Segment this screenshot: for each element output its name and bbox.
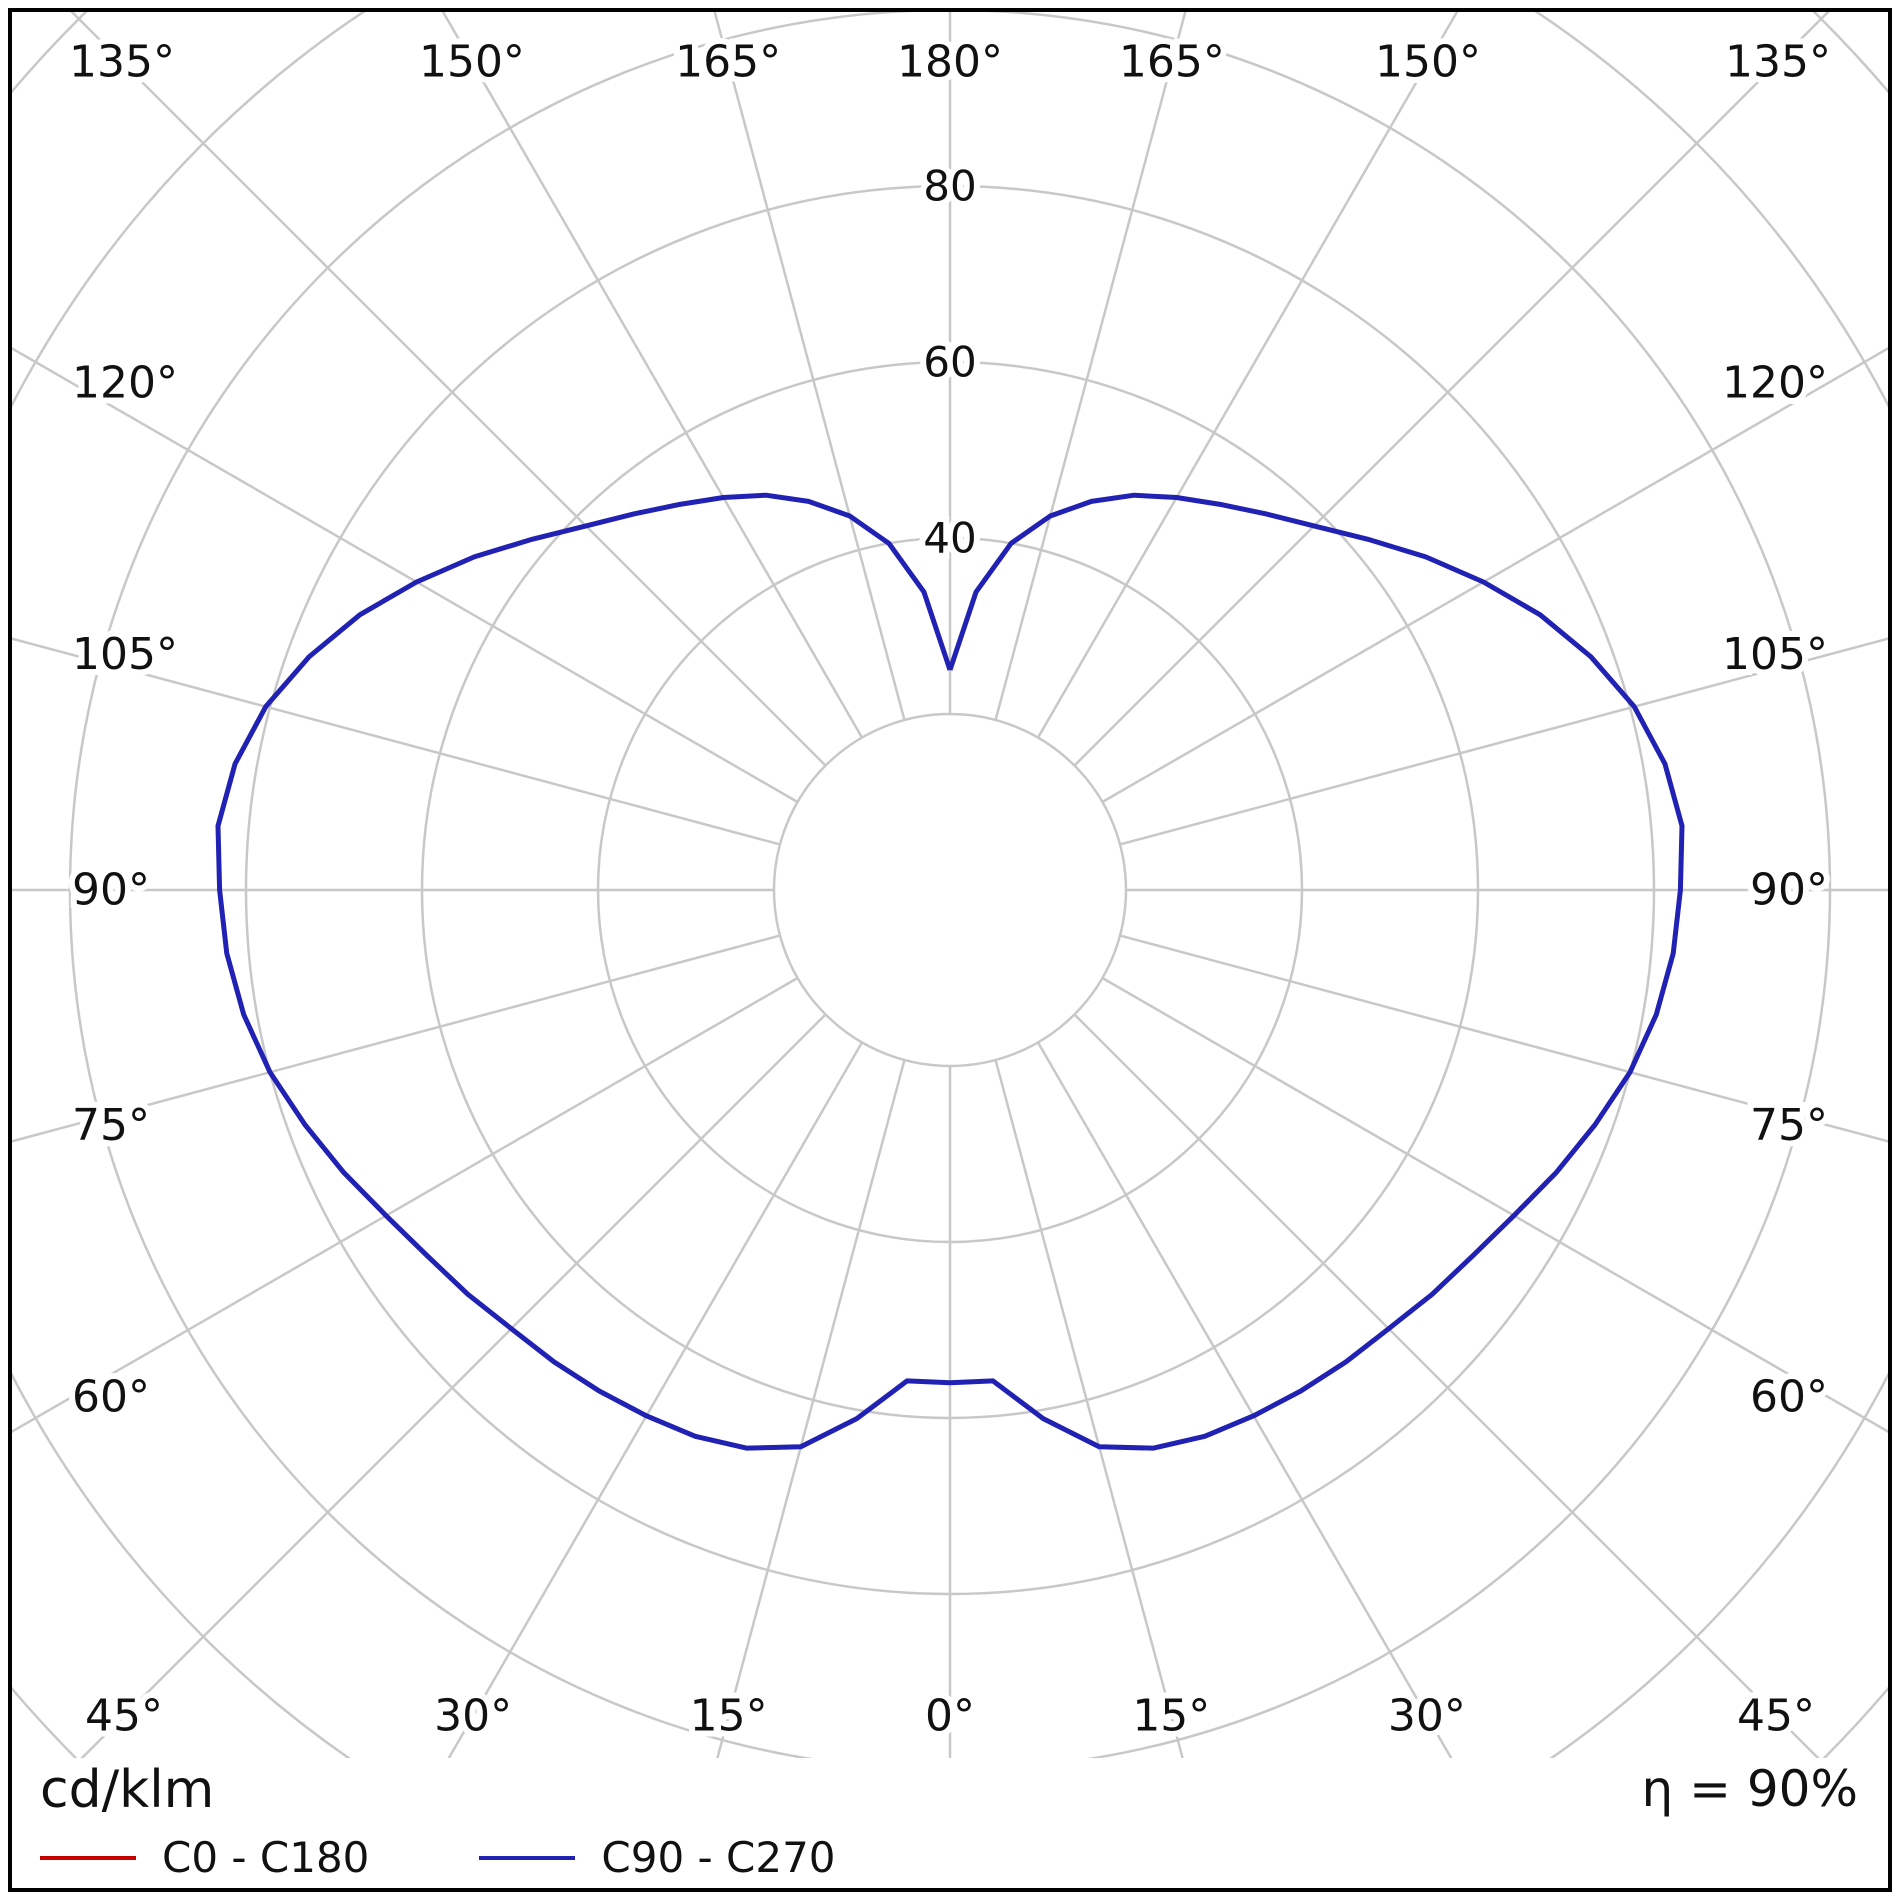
grid-spoke <box>1036 12 1459 739</box>
radial-tick-label: 40 <box>923 514 976 563</box>
grid-spoke <box>1101 347 1888 804</box>
angle-label: 135° <box>1725 37 1831 88</box>
angle-label: 75° <box>72 1100 150 1151</box>
radial-tick-label: 80 <box>923 162 976 211</box>
curve-C90-C270 <box>215 492 1685 1451</box>
legend-label: C0 - C180 <box>162 1833 370 1882</box>
angle-label: 180° <box>897 37 1003 88</box>
angle-label: 165° <box>1119 37 1225 88</box>
grid-spoke <box>994 12 1187 721</box>
grid-spoke <box>12 976 799 1433</box>
angle-label: 30° <box>434 1691 512 1742</box>
angle-label: 90° <box>1750 865 1828 916</box>
legend-line-icon <box>479 1855 576 1860</box>
grid-spoke <box>441 12 864 739</box>
legend-item-0: C0 - C180 <box>40 1833 369 1882</box>
angle-label: 105° <box>1722 629 1828 680</box>
angle-label: 105° <box>72 629 178 680</box>
angle-label: 135° <box>69 37 175 88</box>
grid-spoke <box>70 12 827 767</box>
grid-spoke <box>994 1059 1184 1758</box>
grid-spoke <box>716 1059 906 1758</box>
grid-spoke <box>12 637 781 846</box>
grid-spoke <box>1119 934 1888 1143</box>
angle-label: 120° <box>1722 358 1828 409</box>
grid-spoke <box>1073 12 1830 767</box>
angle-label: 15° <box>1132 1691 1210 1742</box>
chart-frame: 40 60 80 0° 15° 15° 30° 30° 45° 45° 60° 60° 75° 75° 90… <box>8 8 1892 1892</box>
angle-label: 0° <box>925 1691 975 1742</box>
efficiency-label: η = 90% <box>1641 1760 1858 1818</box>
grid-spoke <box>1073 1013 1820 1758</box>
grid-spoke <box>12 347 799 804</box>
polar-chart: 40 60 80 0° 15° 15° 30° 30° 45° 45° 60° 60° 75° 75° 90… <box>12 12 1888 1758</box>
angle-label: 15° <box>690 1691 768 1742</box>
angle-label: 150° <box>419 37 525 88</box>
angle-label: 60° <box>72 1371 150 1422</box>
legend: C0 - C180 C90 - C270 <box>40 1833 946 1882</box>
grid-spoke <box>1119 637 1888 846</box>
legend-item-1: C90 - C270 <box>479 1833 836 1882</box>
angle-label: 45° <box>85 1691 163 1742</box>
angle-label: 150° <box>1375 37 1481 88</box>
angle-label: 90° <box>72 865 150 916</box>
angle-label: 75° <box>1750 1100 1828 1151</box>
radial-tick-label: 60 <box>923 338 976 387</box>
angle-label: 30° <box>1388 1691 1466 1742</box>
grid-spoke <box>12 934 781 1143</box>
grid-spoke <box>1101 976 1888 1433</box>
legend-label: C90 - C270 <box>601 1833 836 1882</box>
angle-label: 165° <box>675 37 781 88</box>
angle-label: 120° <box>72 358 178 409</box>
angle-label: 60° <box>1750 1371 1828 1422</box>
grid-spoke <box>80 1013 827 1758</box>
chart-footer: cd/klm η = 90% C0 - C180 C90 - C270 <box>12 1760 1888 1888</box>
angle-label: 45° <box>1737 1691 1815 1742</box>
grid-spoke <box>713 12 906 721</box>
grid-spoke <box>1036 1041 1453 1758</box>
grid-spoke <box>447 1041 864 1758</box>
legend-line-icon <box>40 1855 136 1860</box>
units-label: cd/klm <box>40 1760 215 1820</box>
grid-ring <box>772 712 1128 1068</box>
